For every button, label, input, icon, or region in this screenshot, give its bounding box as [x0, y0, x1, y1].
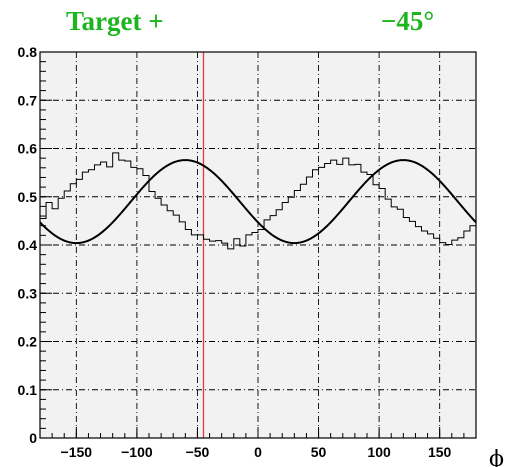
- y-tick-label: 0.1: [18, 382, 38, 398]
- y-tick-label: 0.8: [18, 44, 38, 60]
- x-tick-label: 50: [311, 444, 327, 460]
- y-tick-label: 0.5: [18, 189, 38, 205]
- chart-title-left: Target +: [66, 6, 164, 36]
- y-tick-label: 0.6: [18, 141, 38, 157]
- x-tick-label: −50: [186, 444, 210, 460]
- grid-lines: [40, 52, 476, 438]
- x-tick-label: 0: [254, 444, 262, 460]
- tick-labels: −150 −100 −50 0 50 100 150 0 0.1 0.2 0.3 0.4 0.5 0.6 0…: [18, 44, 452, 460]
- histogram-series: [40, 152, 476, 250]
- y-tick-label: 0.2: [18, 334, 38, 350]
- y-tick-label: 0.3: [18, 285, 38, 301]
- chart-title-right: −45°: [381, 6, 435, 36]
- y-tick-label: 0.4: [18, 237, 38, 253]
- x-axis-label: ϕ: [489, 447, 504, 467]
- x-tick-label: −150: [61, 444, 93, 460]
- x-tick-label: −100: [121, 444, 153, 460]
- y-tick-label: 0.7: [18, 92, 38, 108]
- x-tick-label: 100: [367, 444, 391, 460]
- fit-line: [39, 159, 477, 245]
- y-tick-label: 0: [29, 430, 37, 446]
- histogram-steps: [40, 152, 476, 250]
- fit-curve: [39, 159, 477, 245]
- axis-ticks: [39, 51, 477, 439]
- x-tick-label: 150: [428, 444, 452, 460]
